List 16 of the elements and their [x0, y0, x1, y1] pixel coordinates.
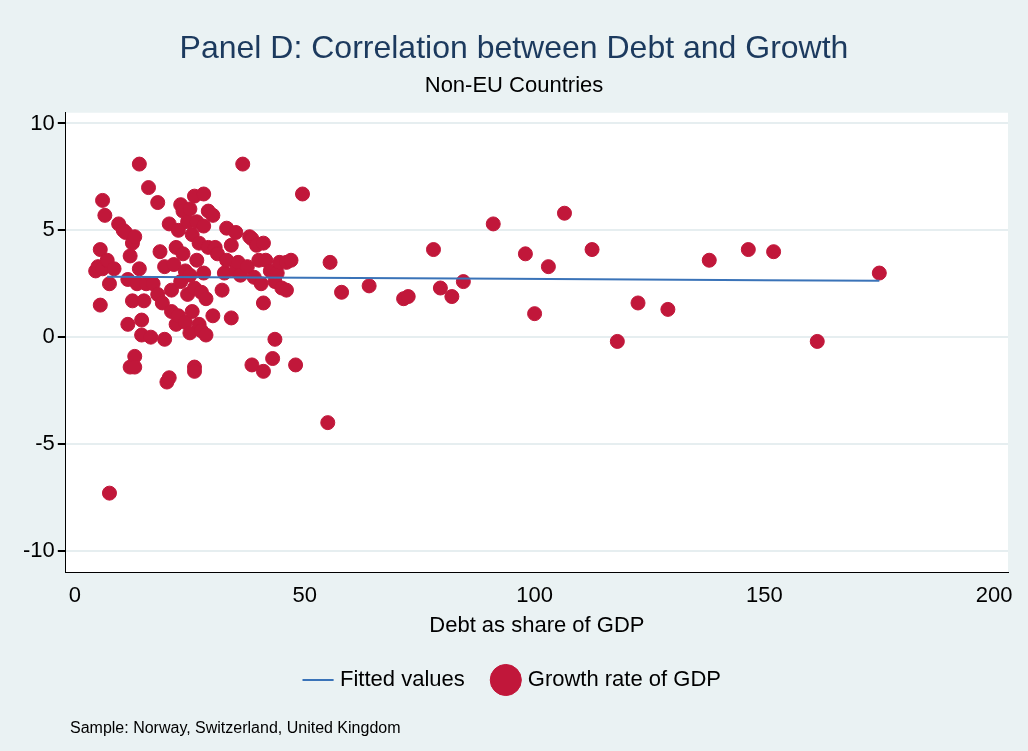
- chart-title: Panel D: Correlation between Debt and Growth: [179, 29, 849, 66]
- x-tick-label: 150: [746, 582, 783, 608]
- x-tick-label: 200: [975, 582, 1013, 608]
- x-tick-label: 100: [516, 582, 553, 608]
- y-tick-label: -5: [35, 430, 55, 456]
- legend-label: Fitted values: [340, 666, 465, 692]
- y-tick-label: 5: [42, 216, 55, 242]
- y-tick-label: 10: [30, 109, 55, 135]
- x-tick-label: 0: [68, 582, 82, 608]
- chart-subtitle: Non-EU Countries: [424, 71, 604, 97]
- y-tick-label: 0: [42, 323, 55, 349]
- x-axis-title: Debt as share of GDP: [429, 611, 645, 637]
- legend-label: Growth rate of GDP: [527, 666, 721, 692]
- text: Sample: Norway, Switzerland, United Kingdom: [70, 719, 401, 737]
- y-tick-label: -10: [23, 536, 55, 562]
- x-tick-label: 50: [292, 582, 318, 608]
